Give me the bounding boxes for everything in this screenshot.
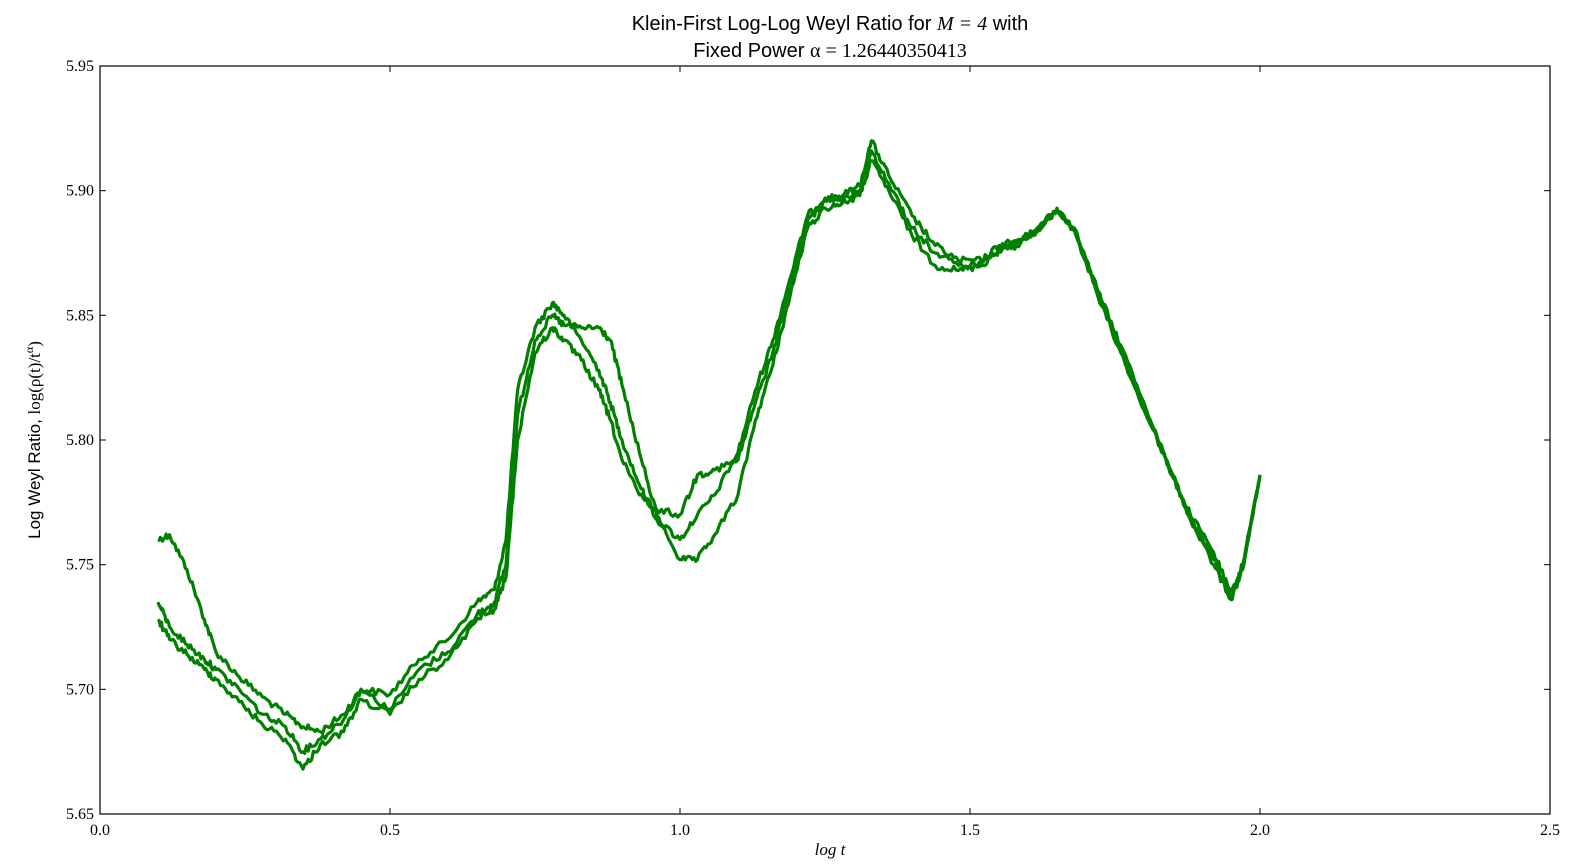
x-tick-label: 1.0 [670, 822, 690, 839]
plot-frame [99, 65, 1551, 815]
chart-title-line1: Klein-First Log-Log Weyl Ratio for M = 4… [632, 13, 1029, 35]
title-line1-math: M = 4 [936, 13, 987, 35]
series-line-3 [156, 149, 1262, 771]
title-line1-text: Klein-First Log-Log Weyl Ratio for [632, 13, 937, 35]
y-tick-label: 5.90 [66, 183, 94, 200]
y-tick-label: 5.85 [66, 307, 94, 324]
y-axis-label-math: log(ρ(t)/t [25, 353, 44, 415]
y-tick-label: 5.70 [66, 681, 94, 698]
title-line2-math: α = 1.26440350413 [810, 40, 967, 62]
y-axis-label-sup: α [22, 346, 36, 353]
y-tick-label: 5.95 [66, 58, 94, 75]
chart-title-line2: Fixed Power α = 1.26440350413 [693, 40, 966, 62]
x-tick-label: 2.5 [1540, 822, 1560, 839]
series-line-1 [157, 139, 1262, 735]
series-line-2 [156, 159, 1262, 755]
y-axis-label: Log Weyl Ratio, log(ρ(t)/tα) [22, 341, 44, 539]
x-tick-label: 0.0 [90, 822, 110, 839]
x-axis-label: log t [815, 840, 847, 859]
y-axis-label-close: ) [25, 341, 44, 347]
x-tick-label: 2.0 [1250, 822, 1270, 839]
x-tick-label: 1.5 [960, 822, 980, 839]
title-line2-text: Fixed Power [693, 40, 810, 62]
y-axis-label-text: Log Weyl Ratio, [25, 414, 44, 538]
y-tick-label: 5.65 [66, 806, 94, 823]
series-layer [156, 139, 1262, 771]
x-tick-label: 0.5 [380, 822, 400, 839]
y-tick-label: 5.80 [66, 432, 94, 449]
title-line1-suffix: with [987, 13, 1028, 35]
tick-layer: 0.0 0.5 1.0 1.5 2.0 2.5 5.65 5.70 5.75 5.80 5.85 5.… [66, 58, 1560, 839]
y-tick-label: 5.75 [66, 557, 94, 574]
